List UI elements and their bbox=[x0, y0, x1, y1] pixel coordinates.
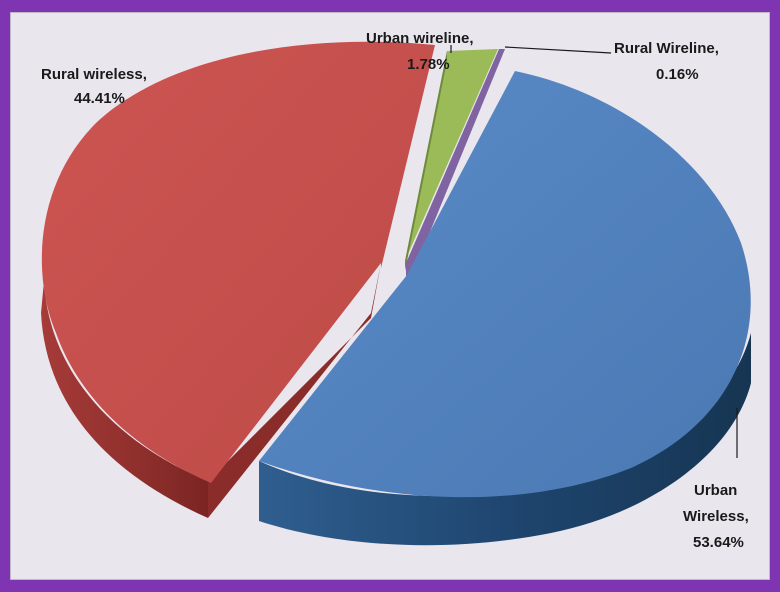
chart-panel: Rural wireless, 44.41% Urban wireline, 1… bbox=[10, 12, 770, 580]
pie-slice-rural-wireless-side-inner bbox=[208, 263, 381, 518]
pie-chart: Rural wireless, 44.41% Urban wireline, 1… bbox=[41, 30, 751, 551]
label-urban-wireless-line2: Wireless, bbox=[683, 508, 749, 525]
leader-line-rural-wireline bbox=[504, 46, 612, 54]
pie-slice-urban-wireless-side bbox=[259, 333, 751, 546]
label-rural-wireline-value: 0.16% bbox=[656, 66, 699, 83]
label-urban-wireline-value: 1.78% bbox=[407, 56, 450, 73]
label-urban-wireless-value: 53.64% bbox=[693, 534, 744, 551]
pie-slice-rural-wireless-side bbox=[41, 281, 208, 518]
label-urban-wireline-name: Urban wireline, bbox=[366, 30, 474, 47]
label-rural-wireline-name: Rural Wireline, bbox=[614, 40, 719, 57]
pie-slice-urban-wireless bbox=[259, 71, 751, 498]
label-urban-wireless-line1: Urban bbox=[694, 482, 737, 499]
pie-slice-urban-wireline bbox=[405, 49, 498, 261]
pie-slice-rural-wireline bbox=[406, 49, 505, 288]
pie-slice-rural-wireless bbox=[41, 41, 436, 484]
label-rural-wireless-name: Rural wireless, bbox=[41, 66, 147, 83]
pie-slice-urban-wireline-side bbox=[405, 51, 447, 271]
label-rural-wireless-value: 44.41% bbox=[74, 90, 125, 107]
